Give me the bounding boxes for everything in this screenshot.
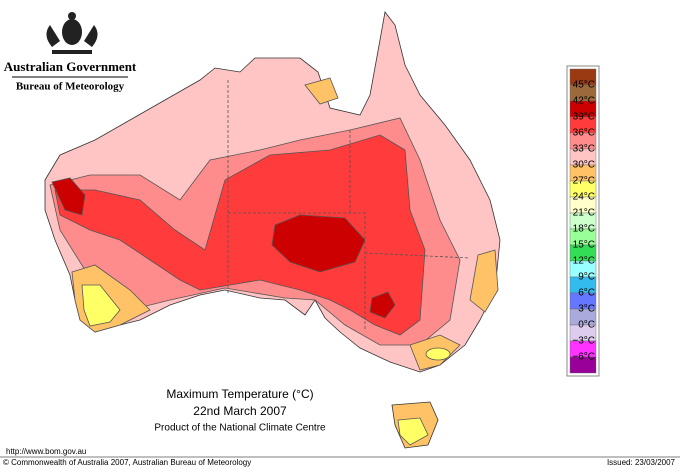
issued: Issued: 23/03/2007	[607, 458, 676, 467]
legend-label: −3°C	[572, 336, 595, 347]
legend-label: 27°C	[573, 176, 595, 187]
legend-label: 18°C	[573, 224, 595, 235]
hot-south	[369, 291, 396, 319]
legend-label: 45°C	[573, 80, 595, 91]
map-product: Product of the National Climate Centre	[154, 423, 326, 434]
state-borders	[227, 80, 471, 330]
legend-label: 6°C	[578, 288, 595, 299]
cool-east	[469, 249, 499, 313]
mild-southwest	[81, 284, 121, 327]
url: http://www.bom.gov.au	[6, 447, 86, 456]
legend-label: 0°C	[578, 320, 595, 331]
mild-victoria	[425, 347, 451, 361]
legend-swatch	[569, 356, 597, 374]
legend-label: 15°C	[573, 240, 595, 251]
legend-label: 33°C	[573, 144, 595, 155]
legend-label: 3°C	[578, 304, 595, 315]
cool-north	[304, 77, 339, 105]
legend-label: 9°C	[578, 272, 595, 283]
bureau: Bureau of Meteorology	[16, 81, 125, 93]
legend-label: 42°C	[573, 96, 595, 107]
legend-label: 36°C	[573, 128, 595, 139]
hottest-west	[51, 177, 86, 216]
legend-label: 39°C	[573, 112, 595, 123]
hottest-core	[271, 214, 366, 273]
legend-label: 24°C	[573, 192, 595, 203]
legend-label: 12°C	[573, 256, 595, 267]
legend-label: 21°C	[573, 208, 595, 219]
very-hot-region	[54, 134, 426, 336]
legend-label: −6°C	[572, 352, 595, 363]
copyright: © Commonwealth of Australia 2007, Austra…	[3, 458, 251, 467]
map-title: Maximum Temperature (°C)	[166, 387, 313, 401]
map-date: 22nd March 2007	[193, 404, 287, 418]
legend: 45°C 42°C 39°C 36°C 33°C 30°C 27°C 24°C 21°C 18°C…	[566, 65, 600, 377]
agency: Australian Government	[4, 59, 137, 74]
tasmania-mild	[397, 417, 429, 446]
map	[44, 11, 501, 449]
crest	[46, 12, 98, 54]
legend-label: 30°C	[573, 160, 595, 171]
